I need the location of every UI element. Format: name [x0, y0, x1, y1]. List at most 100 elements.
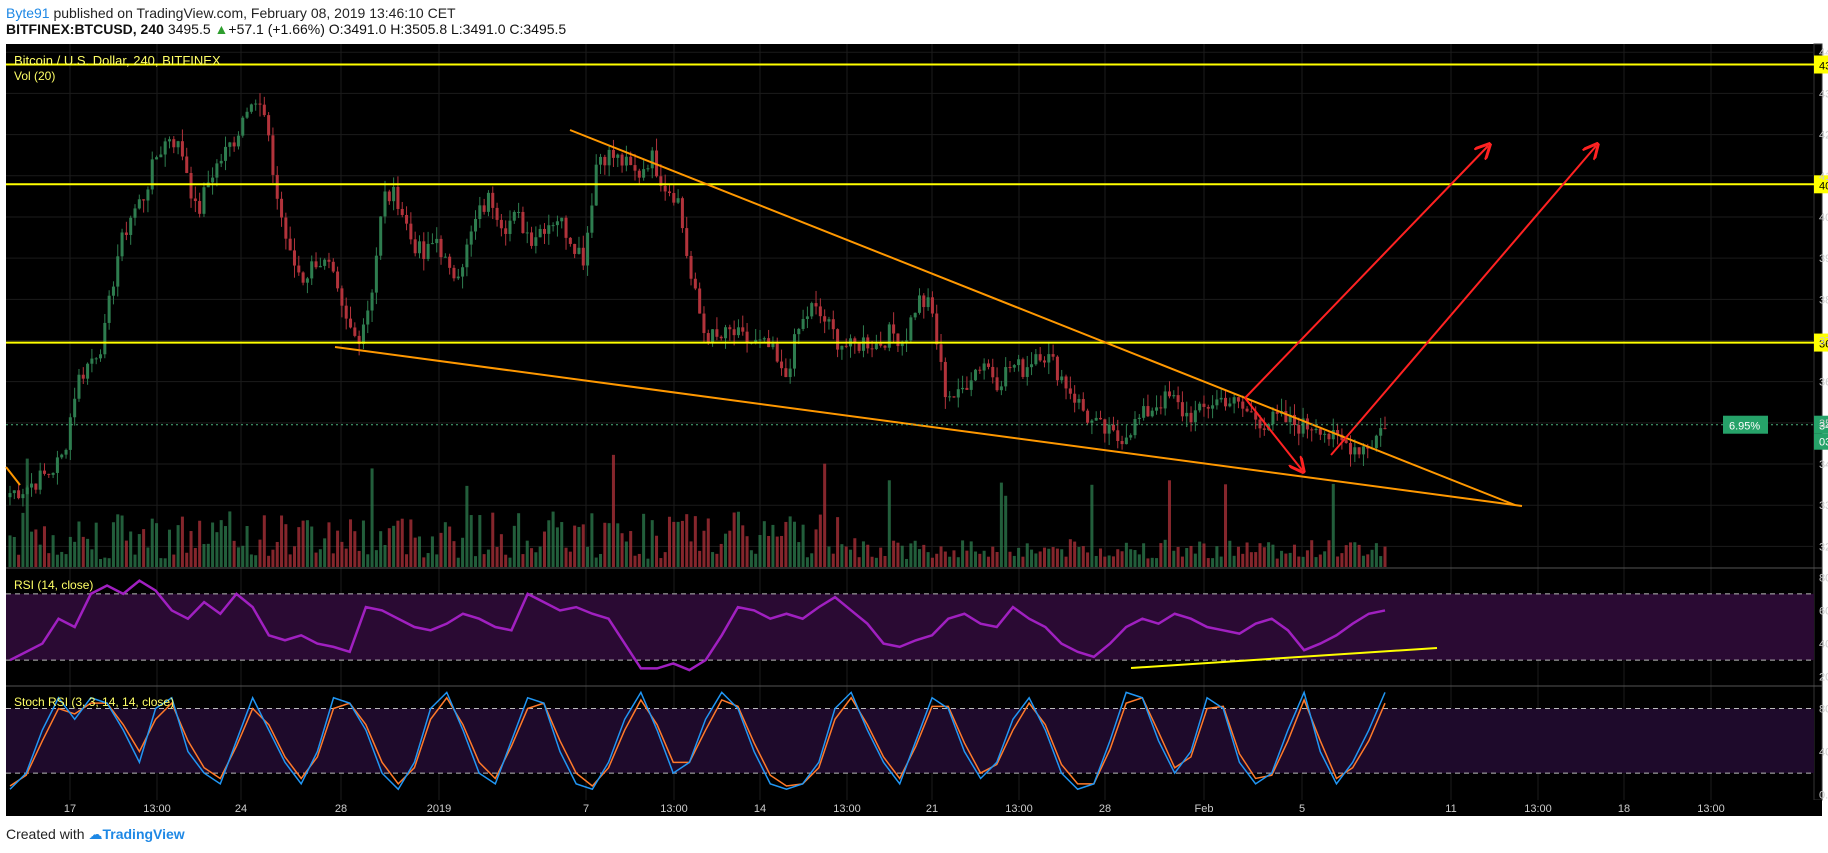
volume-bar — [163, 558, 167, 567]
volume-bar — [788, 516, 792, 567]
volume-bar — [486, 549, 490, 567]
candle-body — [280, 198, 284, 218]
volume-bar — [314, 552, 318, 567]
candle-body — [1331, 430, 1335, 440]
volume-bar — [762, 521, 766, 567]
candle-body — [758, 339, 762, 341]
rsi-tick-label: 40.0000 — [1819, 639, 1828, 651]
candle-body — [155, 157, 159, 160]
volume-bar — [185, 552, 189, 567]
volume-bar — [564, 547, 568, 567]
volume-bar — [646, 558, 650, 567]
volume-bar — [879, 547, 883, 567]
volume-bar — [482, 554, 486, 567]
volume-bar — [974, 551, 978, 567]
candle-body — [495, 207, 499, 220]
candle-body — [792, 334, 796, 369]
volume-bar — [38, 544, 42, 567]
candle-body — [90, 358, 94, 364]
candle-body — [1258, 419, 1262, 429]
volume-bar — [1245, 542, 1249, 567]
rsi-tick-label: 80.0000 — [1819, 572, 1828, 584]
volume-bar — [1323, 551, 1327, 567]
volume-bar — [435, 554, 439, 567]
candle-body — [366, 310, 370, 325]
candle-body — [1155, 407, 1159, 411]
y-tick-label: 3800.0 — [1819, 294, 1828, 306]
candle-body — [512, 211, 516, 221]
candle-body — [577, 247, 581, 254]
volume-bar — [1258, 543, 1262, 567]
volume-bar — [1228, 540, 1232, 567]
volume-bar — [1284, 553, 1288, 567]
volume-bar — [241, 545, 245, 567]
stoch-band — [6, 708, 1814, 774]
candle-body — [1111, 424, 1115, 431]
volume-bar — [1099, 548, 1103, 567]
candle-body — [534, 237, 538, 246]
volume-bar — [991, 546, 995, 567]
x-tick-label: 2019 — [427, 803, 451, 815]
volume-bar — [465, 485, 469, 567]
rsi-title: RSI (14, close) — [14, 578, 93, 592]
candle-body — [1012, 365, 1016, 368]
candle-body — [917, 295, 921, 313]
countdown-label: 03:13:50 — [1819, 437, 1828, 449]
volume-bar — [939, 546, 943, 567]
candle-body — [629, 156, 633, 166]
volume-bar — [1167, 480, 1171, 567]
volume-bar — [1383, 546, 1387, 567]
volume-bar — [1379, 556, 1383, 567]
volume-bar — [267, 555, 271, 567]
y-tick-label: 3600.0 — [1819, 377, 1828, 389]
volume-bar — [667, 516, 671, 567]
candle-body — [318, 265, 322, 268]
volume-bar — [176, 525, 180, 567]
volume-bar — [1142, 543, 1146, 567]
candle-body — [1262, 428, 1266, 430]
footer: Created with ☁TradingView — [6, 826, 185, 843]
candle-body — [1361, 446, 1365, 455]
candle-body — [719, 336, 723, 339]
candle-body — [853, 338, 857, 344]
volume-bar — [1288, 552, 1292, 567]
volume-bar — [1305, 550, 1309, 567]
volume-bar — [137, 534, 141, 567]
candle-body — [581, 247, 585, 266]
volume-bar — [633, 555, 637, 567]
candle-body — [305, 278, 309, 283]
volume-bar — [874, 557, 878, 567]
candle-body — [1172, 395, 1176, 397]
volume-bar — [1232, 555, 1236, 567]
volume-bar — [400, 518, 404, 567]
volume-bar — [853, 538, 857, 567]
volume-bar — [542, 531, 546, 567]
candle-body — [999, 386, 1003, 391]
candle-body — [465, 244, 469, 268]
candle-body — [1323, 433, 1327, 435]
volume-bar — [292, 546, 296, 567]
candle-body — [969, 380, 973, 390]
x-tick-label: 13:00 — [660, 803, 688, 815]
volume-bar — [840, 544, 844, 567]
candle-body — [568, 237, 572, 244]
candle-body — [310, 261, 314, 279]
volume-bar — [1034, 553, 1038, 567]
author-link[interactable]: Byte91 — [6, 5, 50, 21]
candle-body — [823, 316, 827, 322]
tradingview-brand-link[interactable]: TradingView — [102, 826, 185, 842]
volume-bar — [280, 515, 284, 567]
candle-body — [344, 305, 348, 319]
volume-bar — [1133, 550, 1137, 567]
candle-body — [478, 205, 482, 219]
volume-bar — [198, 520, 202, 567]
candle-body — [448, 256, 452, 268]
volume-bar — [857, 557, 861, 567]
volume-bar — [568, 551, 572, 567]
volume-bar — [1081, 546, 1085, 567]
candle-body — [1163, 391, 1167, 409]
volume-bar — [107, 558, 111, 567]
volume-bar — [245, 526, 249, 567]
candle-body — [538, 228, 542, 238]
